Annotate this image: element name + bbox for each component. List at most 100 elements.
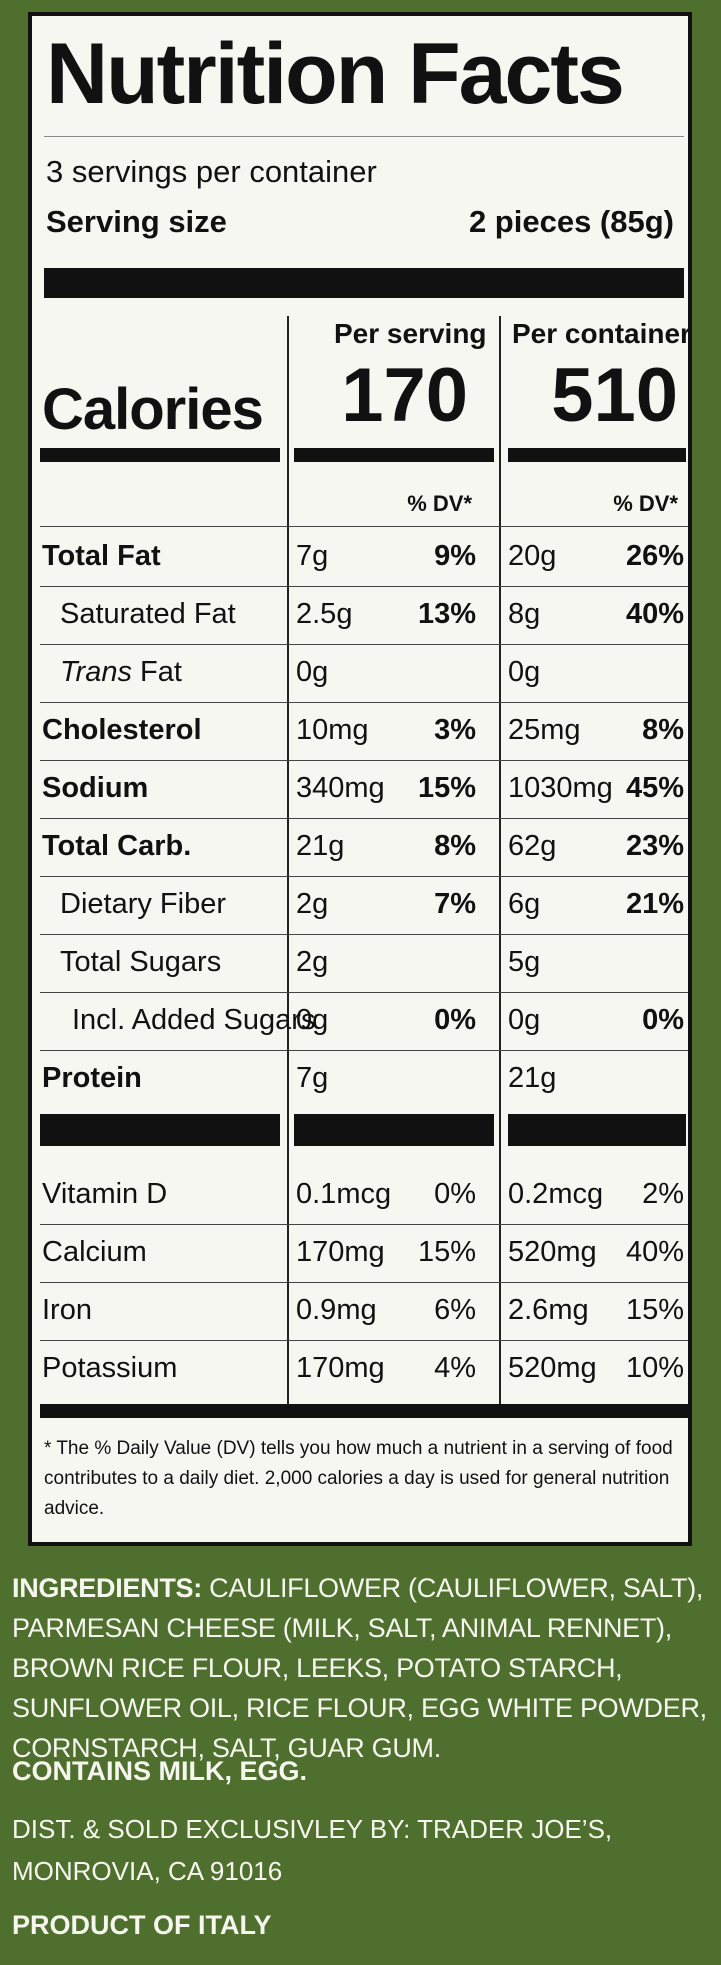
nutrient-name-text: Dietary Fiber: [60, 888, 226, 920]
container-dv: 8%: [642, 714, 684, 746]
per-container-header: Per container: [512, 318, 691, 349]
nutrient-row: Trans Fat 0g 0g: [32, 644, 692, 702]
row-divider: [40, 586, 688, 587]
container-dv: 10%: [625, 1352, 684, 1384]
serving-amount: 2.5g: [296, 598, 353, 630]
nutrient-name-text: Vitamin D: [42, 1178, 168, 1210]
container-amount: 25mg: [508, 714, 581, 746]
servings-per-container: 3 servings per container: [46, 154, 377, 189]
nutrient-row: Dietary Fiber 2g 7% 6g 21%: [32, 876, 692, 934]
container-amount: 6g: [508, 888, 541, 920]
calories-per-container: 510: [551, 353, 678, 438]
nutrient-name: Potassium: [42, 1352, 177, 1385]
nutrient-name: Total Carb.: [42, 830, 191, 863]
ingredients: INGREDIENTS: CAULIFLOWER (CAULIFLOWER, S…: [12, 1568, 712, 1768]
footnote-bar: [40, 1404, 688, 1418]
nutrient-name: Trans Fat: [60, 656, 182, 689]
container-amount: 5g: [508, 946, 541, 978]
serving-dv: 13%: [417, 598, 476, 630]
nutrient-name: Total Sugars: [60, 946, 221, 979]
thick-divider: [44, 268, 684, 298]
container-amount: 2.6mg: [508, 1294, 589, 1326]
nutrient-name: Vitamin D: [42, 1178, 167, 1211]
nutrient-name: Incl. Added Sugars: [72, 1004, 315, 1037]
nutrient-name-text: Potassium: [42, 1352, 178, 1384]
row-divider: [40, 1340, 688, 1341]
vitamin-row: Vitamin D 0.1mcg 0% 0.2mcg 2%: [32, 1166, 692, 1224]
nutrient-name: Cholesterol: [42, 714, 202, 747]
container-dv: 15%: [625, 1294, 684, 1326]
allergen-statement: CONTAINS MILK, EGG.: [12, 1756, 307, 1786]
nutrient-name-text: Trans: [60, 656, 132, 688]
serving-amount: 340mg: [296, 772, 385, 804]
nutrient-row: Saturated Fat 2.5g 13% 8g 40%: [32, 586, 692, 644]
container-dv: 26%: [625, 540, 684, 572]
nutrient-name-text: Incl. Added Sugars: [72, 1004, 316, 1036]
row-divider: [40, 1050, 688, 1051]
nutrient-name-suffix: Fat: [131, 656, 182, 688]
serving-size-label: Serving size: [46, 204, 227, 239]
dv-header-container: % DV*: [613, 491, 678, 516]
calories-bar: [294, 448, 494, 462]
nutrition-facts-panel: Nutrition Facts 3 servings per container…: [28, 12, 692, 1546]
nutrient-row: Cholesterol 10mg 3% 25mg 8%: [32, 702, 692, 760]
nutrient-name-text: Cholesterol: [42, 714, 202, 746]
nutrient-name: Saturated Fat: [60, 598, 236, 631]
row-divider: [40, 876, 688, 877]
serving-amount: 0.1mcg: [296, 1178, 392, 1210]
serving-amount: 2g: [296, 888, 329, 920]
container-dv: 40%: [625, 598, 684, 630]
serving-size-value: 2 pieces (85g): [468, 204, 674, 239]
row-divider: [40, 760, 688, 761]
nutrient-row: Incl. Added Sugars 0g 0% 0g 0%: [32, 992, 692, 1050]
container-dv: 45%: [625, 772, 684, 804]
row-divider: [40, 934, 688, 935]
container-dv: 2%: [642, 1178, 684, 1210]
container-amount: 62g: [508, 830, 557, 862]
container-dv: 21%: [625, 888, 684, 920]
serving-amount: 170mg: [296, 1352, 385, 1384]
nutrient-name: Sodium: [42, 772, 148, 805]
row-divider: [40, 644, 688, 645]
nutrient-row: Total Carb. 21g 8% 62g 23%: [32, 818, 692, 876]
row-divider: [40, 818, 688, 819]
ingredients-heading: INGREDIENTS:: [12, 1573, 202, 1603]
container-amount: 520mg: [508, 1236, 597, 1268]
container-amount: 1030mg: [508, 772, 613, 804]
container-amount: 0g: [508, 656, 541, 688]
row-divider: [40, 1282, 688, 1283]
vitamin-row: Iron 0.9mg 6% 2.6mg 15%: [32, 1282, 692, 1340]
serving-amount: 170mg: [296, 1236, 385, 1268]
serving-amount: 10mg: [296, 714, 369, 746]
per-serving-header: Per serving: [334, 318, 487, 349]
nutrient-name: Total Fat: [42, 540, 161, 573]
nutrient-name-text: Iron: [42, 1294, 92, 1326]
calories-bar: [40, 448, 280, 462]
container-dv: 0%: [642, 1004, 684, 1036]
nutrient-row: Sodium 340mg 15% 1030mg 45%: [32, 760, 692, 818]
column-divider: [287, 316, 289, 1406]
vitamin-bar: [294, 1114, 494, 1146]
distributor-line: DIST. & SOLD EXCLUSIVLEY BY: TRADER JOE’…: [12, 1814, 613, 1844]
calories-label: Calories: [42, 377, 264, 442]
serving-dv: 15%: [417, 772, 476, 804]
nutrient-row: Total Fat 7g 9% 20g 26%: [32, 528, 692, 586]
row-divider: [40, 526, 688, 527]
ingredients-text: CAULIFLOWER (CAULIFLOWER, SALT), PARMESA…: [12, 1573, 707, 1763]
row-divider: [40, 702, 688, 703]
container-amount: 0g: [508, 1004, 541, 1036]
nutrient-name-text: Total Sugars: [60, 946, 222, 978]
serving-amount: 7g: [296, 1062, 329, 1094]
vitamin-row: Calcium 170mg 15% 520mg 40%: [32, 1224, 692, 1282]
nutrient-name: Protein: [42, 1062, 142, 1095]
nutrient-name: Calcium: [42, 1236, 147, 1269]
vitamin-bar: [508, 1114, 686, 1146]
nutrient-name-text: Protein: [42, 1062, 142, 1094]
container-amount: 0.2mcg: [508, 1178, 604, 1210]
serving-amount: 21g: [296, 830, 345, 862]
calories-per-serving: 170: [341, 353, 468, 438]
nutrient-name-text: Saturated Fat: [60, 598, 236, 630]
country-of-origin: PRODUCT OF ITALY: [12, 1910, 272, 1940]
divider: [44, 136, 684, 137]
serving-dv: 0%: [434, 1178, 476, 1210]
